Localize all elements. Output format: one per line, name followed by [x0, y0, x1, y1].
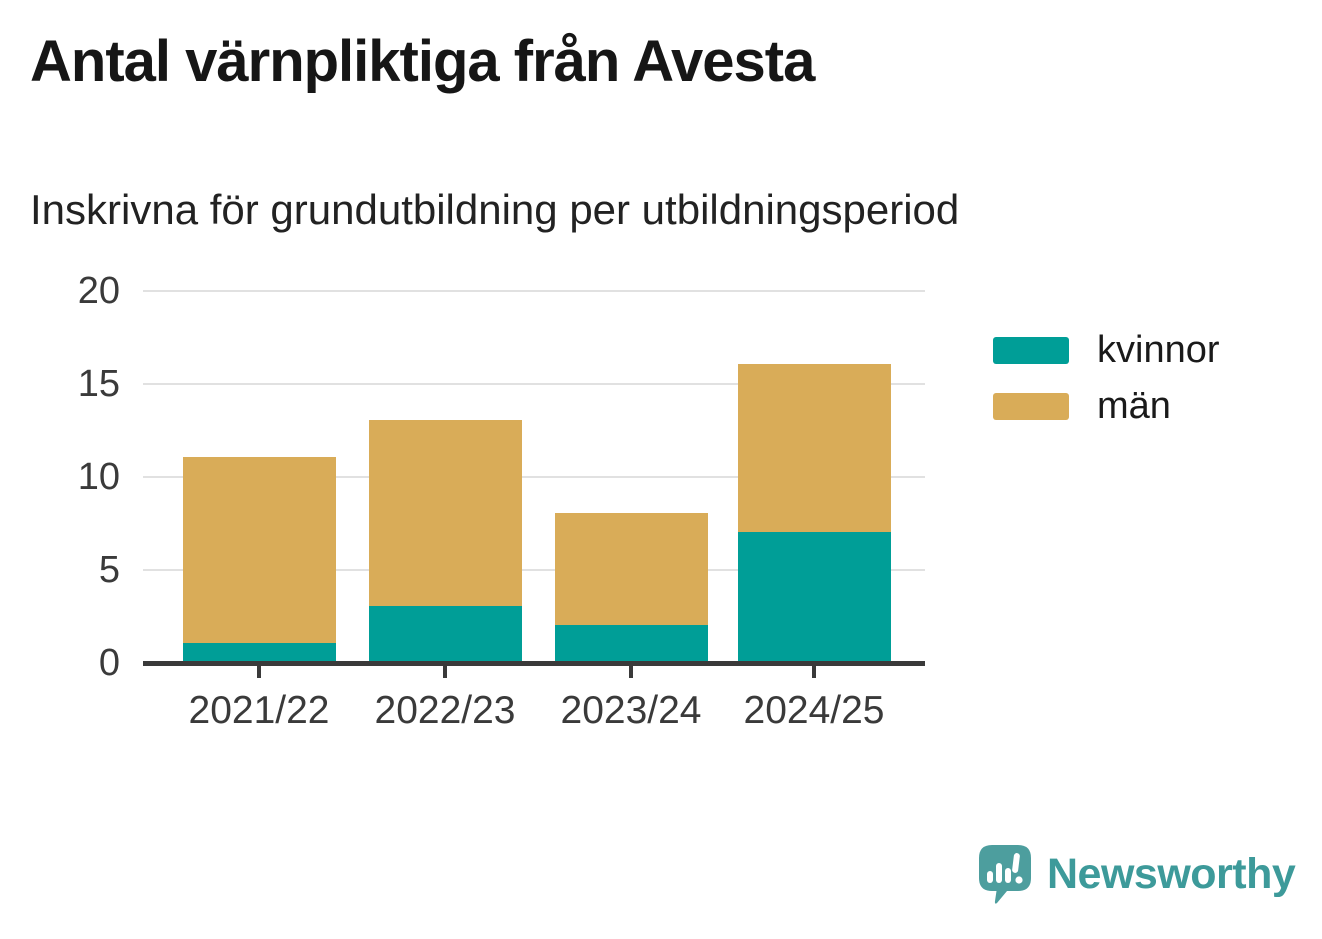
bar-segment-kvinnor-2024/25	[737, 531, 891, 662]
x-axis-tick-label: 2021/22	[188, 689, 330, 732]
gridline-10	[143, 476, 925, 478]
legend-item-man: män	[993, 386, 1220, 426]
y-axis-tick-label: 5	[98, 549, 120, 591]
x-axis-tick-label: 2022/23	[374, 689, 516, 732]
y-axis-tick-label: 20	[77, 270, 120, 312]
legend-swatch-kvinnor	[993, 336, 1069, 364]
x-axis-tick	[629, 665, 633, 678]
gridline-20	[143, 290, 925, 292]
newsworthy-logo-icon	[979, 845, 1031, 904]
chart-subtitle: Inskrivna för grundutbildning per utbild…	[30, 186, 960, 233]
bar-segment-män-2021/22	[182, 457, 336, 644]
x-axis-tick-label: 2023/24	[560, 689, 702, 732]
x-axis-tick	[812, 665, 816, 678]
bar-segment-kvinnor-2023/24	[554, 624, 708, 662]
page-title: Antal värnpliktiga från Avesta	[30, 29, 815, 94]
x-axis-tick-label: 2024/25	[743, 689, 885, 732]
bar-segment-kvinnor-2021/22	[182, 643, 336, 662]
gridline-15	[143, 383, 925, 385]
gridline-5	[143, 569, 925, 571]
x-axis-tick	[257, 665, 261, 678]
y-axis-tick-label: 0	[98, 642, 120, 684]
x-axis-line	[143, 661, 925, 666]
brand-name: Newsworthy	[1047, 850, 1296, 898]
y-axis-tick-label: 15	[77, 363, 120, 405]
legend-label: män	[1097, 385, 1171, 427]
legend-swatch-man	[993, 392, 1069, 420]
legend: kvinnor män	[993, 330, 1220, 426]
y-axis-tick-label: 10	[77, 456, 120, 498]
legend-label: kvinnor	[1097, 329, 1220, 371]
x-axis-tick	[443, 665, 447, 678]
bar-segment-kvinnor-2022/23	[368, 606, 522, 662]
bar-segment-män-2023/24	[554, 513, 708, 625]
legend-item-kvinnor: kvinnor	[993, 330, 1220, 370]
bar-segment-män-2022/23	[368, 420, 522, 607]
brand-footer: Newsworthy	[978, 844, 1296, 905]
bar-segment-män-2024/25	[737, 364, 891, 532]
